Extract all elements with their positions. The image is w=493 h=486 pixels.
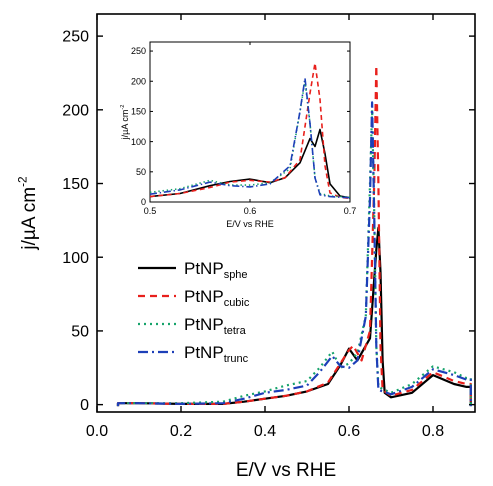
inset-series-cubic <box>150 62 350 200</box>
inset-chart: 0.5 0.6 0.7 0 50 100 150 200 250 E/V vs RHE j/µA c… <box>120 41 357 229</box>
inset-y-tick-label: 0 <box>141 197 146 207</box>
inset-x-tick-label: 0.7 <box>344 206 357 216</box>
main-x-tick-label: 0.2 <box>170 423 192 440</box>
inset-y-axis-label-main: j/µA cm <box>120 110 130 141</box>
legend-label-tetra: PtNPtetra <box>184 315 247 337</box>
main-series-tetra <box>116 108 472 407</box>
inset-y-axis-label-exponent: -2 <box>120 105 126 110</box>
inset-y-tick-label: 200 <box>131 76 146 86</box>
inset-x-tick-label: 0.5 <box>144 206 157 216</box>
main-y-tick-label: 150 <box>62 176 89 193</box>
main-x-tick-label: 0.8 <box>422 423 444 440</box>
legend-label-main: PtNP <box>184 259 224 278</box>
main-x-tick-label: 0.0 <box>86 423 108 440</box>
inset-series-tetra <box>150 80 350 198</box>
inset-x-axis-label: E/V vs RHE <box>226 219 274 229</box>
legend-label-subscript: tetra <box>224 325 247 337</box>
main-x-tick-label: 0.4 <box>254 423 276 440</box>
main-y-axis-label: j/µA cm-2 <box>16 176 40 250</box>
legend-label-subscript: cubic <box>224 297 250 309</box>
legend-label-subscript: sphe <box>224 269 248 281</box>
main-y-tick-label: 50 <box>71 324 89 341</box>
main-y-tick-label: 0 <box>80 397 89 414</box>
main-x-tick-label: 0.6 <box>338 423 360 440</box>
main-series-cubic <box>116 64 472 407</box>
main-y-axis-label-main: j/µA cm <box>19 187 40 251</box>
legend-label-main: PtNP <box>184 343 224 362</box>
inset-y-tick-label: 150 <box>131 107 146 117</box>
inset-x-tick-label: 0.6 <box>244 206 257 216</box>
legend-label-subscript: trunc <box>224 353 249 365</box>
main-x-axis-label: E/V vs RHE <box>236 460 336 481</box>
inset-y-tick-label: 50 <box>136 167 146 177</box>
main-y-tick-label: 200 <box>62 102 89 119</box>
legend-label-main: PtNP <box>184 287 224 306</box>
main-series-trunc <box>116 101 472 407</box>
main-y-axis-label-exponent: -2 <box>16 176 29 186</box>
legend-label-cubic: PtNPcubic <box>184 287 250 309</box>
inset-y-axis-label: j/µA cm-2 <box>120 105 130 141</box>
inset-y-tick-label: 250 <box>131 46 146 56</box>
legend-label-trunc: PtNPtrunc <box>184 343 249 365</box>
inset-y-tick-label: 100 <box>131 137 146 147</box>
inset-plot-frame <box>149 41 351 203</box>
main-y-tick-label: 100 <box>62 250 89 267</box>
legend-label-main: PtNP <box>184 315 224 334</box>
main-y-tick-label: 250 <box>62 29 89 46</box>
inset-series-sphe <box>150 128 350 199</box>
legend-label-sphe: PtNPsphe <box>184 259 248 281</box>
